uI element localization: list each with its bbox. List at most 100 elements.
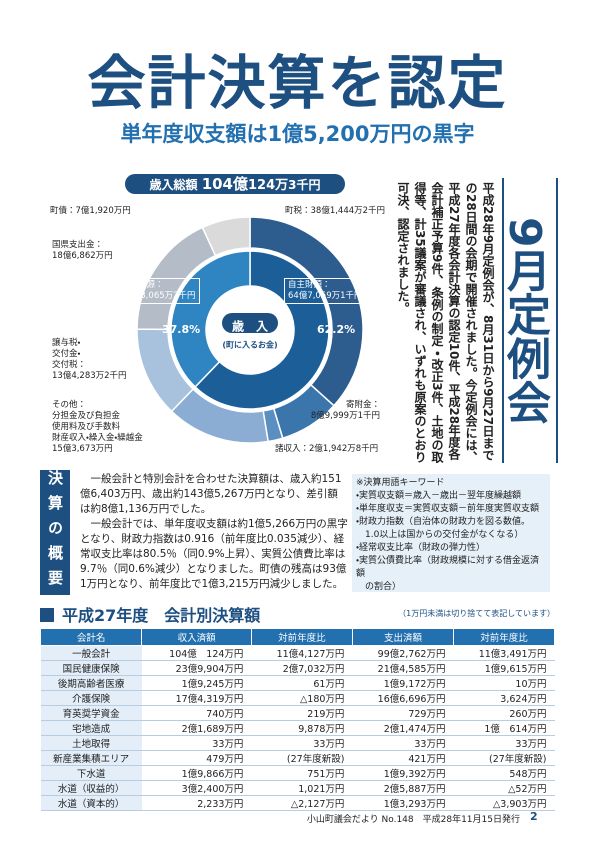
table-cell: 水道（収益的） bbox=[40, 780, 142, 796]
table-cell: 1億 614万円 bbox=[453, 720, 555, 736]
table-title-text: 平成27年度 会計別決算額 bbox=[62, 606, 261, 625]
table-note: （1万円未満は切り捨てて表記しています） bbox=[398, 609, 555, 618]
keyword-item: ・実質収支額＝歳入－歳出－翌年度繰越額 bbox=[356, 491, 522, 501]
session-body: 平成28年9月定例会が、8月31日から9月27日までの28日間の会期で開催されま… bbox=[396, 182, 495, 463]
table-cell: 1,021万円 bbox=[251, 780, 353, 796]
donut-segment bbox=[201, 216, 251, 257]
table-cell: 219万円 bbox=[251, 705, 353, 721]
table-cell: 土地取得 bbox=[40, 735, 142, 751]
table-cell: 33万円 bbox=[352, 735, 454, 751]
table-cell: 一般会計 bbox=[40, 645, 142, 661]
table-cell: 104億 124万円 bbox=[141, 645, 252, 661]
keyword-item: ・経常収支比率（財政の弾力性） bbox=[356, 543, 486, 553]
square-icon bbox=[40, 608, 54, 622]
total-part: 3千円 bbox=[288, 178, 321, 192]
table-row: 国民健康保険 23億9,904万円 2億7,032万円 21億4,585万円 1億9,6… bbox=[40, 660, 555, 676]
table-cell: 2億1,474万円 bbox=[352, 720, 454, 736]
table-cell: 2億1,689万円 bbox=[141, 720, 252, 736]
table-cell: (27年度新設) bbox=[453, 750, 555, 766]
table-cell: 548万円 bbox=[453, 765, 555, 781]
table-cell: 17億4,319万円 bbox=[141, 690, 252, 706]
table-cell: 10万円 bbox=[453, 675, 555, 691]
header-cell: 収入済額 bbox=[141, 628, 252, 646]
table-row: 水道（収益的） 3億2,400万円 1,021万円 2億5,887万円 △52万円 bbox=[40, 780, 555, 796]
segment-label: その他： 分担金及び負担金 使用料及び手数料 財産収入・繰入金・繰越金 15億3… bbox=[52, 400, 143, 454]
title: 会計決算を認定 bbox=[87, 49, 508, 117]
table-cell: 16億6,696万円 bbox=[352, 690, 454, 706]
table-cell: 2億5,887万円 bbox=[352, 780, 454, 796]
keyword-item: ・単年度収支＝実質収支額－前年度実質収支額 bbox=[356, 504, 540, 514]
table-cell: 3,624万円 bbox=[453, 690, 555, 706]
segment-label: 諸収入：2億1,942万8千円 bbox=[275, 444, 379, 454]
table-cell: 479万円 bbox=[141, 750, 252, 766]
table-cell: 下水道 bbox=[40, 765, 142, 781]
header-cell: 対前年度比 bbox=[452, 628, 556, 646]
table-cell: 421万円 bbox=[352, 750, 454, 766]
table-cell: △52万円 bbox=[453, 780, 555, 796]
keyword-title: ※決算用語キーワード bbox=[356, 478, 445, 488]
table-cell: 99億2,762万円 bbox=[352, 645, 454, 661]
summary-label: 決算の概要 bbox=[40, 470, 70, 595]
table-cell: 国民健康保険 bbox=[40, 660, 142, 676]
donut-segment bbox=[170, 250, 251, 388]
table-cell: △3,903万円 bbox=[453, 795, 555, 811]
table-cell: 33万円 bbox=[141, 735, 252, 751]
table-cell: 1億9,392万円 bbox=[352, 765, 454, 781]
paragraph: 一般会計では、単年度収支額は約1億5,266万円の黒字となり、財政力指数は0.9… bbox=[80, 518, 348, 590]
table-cell: 21億4,585万円 bbox=[352, 660, 454, 676]
donut-segment bbox=[194, 250, 330, 410]
table-row: 土地取得 33万円 33万円 33万円 33万円 bbox=[40, 735, 555, 751]
table: 会計名 収入済額 対前年度比 支出済額 対前年度比 一般会計 104億 124万円 11億4,… bbox=[39, 628, 556, 811]
table-row: 宅地造成 2億1,689万円 9,878万円 2億1,474万円 1億 614万円 bbox=[40, 720, 555, 736]
table-row: 水道（資本的） 2,233万円 △2,127万円 1億3,293万円 △3,903万円 bbox=[40, 795, 555, 811]
center-pill bbox=[222, 313, 278, 333]
table-row: 育英奨学資金 740万円 219万円 729万円 260万円 bbox=[40, 705, 555, 721]
table-cell: 2億7,032万円 bbox=[251, 660, 353, 676]
keyword-box: ※決算用語キーワード ・実質収支額＝歳入－歳出－翌年度繰越額・単年度収支＝実質収… bbox=[352, 474, 550, 592]
table-cell: 1億3,293万円 bbox=[352, 795, 454, 811]
value-label: 62.2% bbox=[317, 323, 356, 336]
table-cell: △2,127万円 bbox=[251, 795, 353, 811]
table-cell: 介護保険 bbox=[40, 690, 142, 706]
table-cell: 740万円 bbox=[141, 705, 252, 721]
segment-label: 国県支出金： 18億6,862万円 bbox=[52, 240, 113, 261]
table-cell: 新産業集積エリア bbox=[40, 750, 142, 766]
total-part: 104億 bbox=[201, 175, 248, 193]
paragraph: 一般会計と特別会計を合わせた決算額は、歳入約151億6,403万円、歳出約143… bbox=[80, 473, 342, 515]
segment-label: 譲与税・ 交付金・ 交付税： 13億4,283万2千円 bbox=[52, 338, 127, 381]
header-cell: 対前年度比 bbox=[250, 628, 353, 646]
page-number: 2 bbox=[530, 810, 538, 823]
table-row: 下水道 1億9,866万円 751万円 1億9,392万円 548万円 bbox=[40, 765, 555, 781]
footer: 小山町議会だより No.148 平成28年11月15日発行 bbox=[306, 815, 520, 825]
subtitle: 単年度収支額は1億5,200万円の黒字 bbox=[120, 122, 475, 146]
table-cell: 2,233万円 bbox=[141, 795, 252, 811]
header-cell: 支出済額 bbox=[351, 628, 454, 646]
table-cell: 宅地造成 bbox=[40, 720, 142, 736]
header-row: 会計名 収入済額 対前年度比 支出済額 対前年度比 bbox=[39, 628, 556, 646]
center-sub: (町に入るお金) bbox=[222, 340, 277, 350]
session-title: 9月定例会 bbox=[499, 178, 558, 463]
table-cell: 33万円 bbox=[453, 735, 555, 751]
table-cell: △180万円 bbox=[251, 690, 353, 706]
table-body: 一般会計 104億 124万円 11億4,127万円 99億2,762万円 11億3,4… bbox=[40, 645, 555, 811]
table-cell: 751万円 bbox=[251, 765, 353, 781]
table-cell: 11億4,127万円 bbox=[251, 645, 353, 661]
keyword-item: ・財政力指数（自治体の財政力を図る数値。 1.0以上は国からの交付金がなくなる） bbox=[356, 517, 531, 540]
table-cell: 1億9,866万円 bbox=[141, 765, 252, 781]
header-cell: 会計名 bbox=[39, 628, 143, 646]
table-cell: 23億9,904万円 bbox=[141, 660, 252, 676]
segment-label: 寄附金： 8億9,999万1千円 bbox=[310, 400, 380, 421]
segment-label: 町税：38億1,444万2千円 bbox=[285, 206, 386, 216]
table-cell: 61万円 bbox=[251, 675, 353, 691]
total-label: 歳入総額 bbox=[149, 178, 198, 192]
table-cell: 後期高齢者医療 bbox=[40, 675, 142, 691]
total-part: 124万 bbox=[248, 178, 289, 193]
segment-label: 依存財源： 39億3,065万2千円 bbox=[117, 278, 200, 304]
table-cell: 育英奨学資金 bbox=[40, 705, 142, 721]
keyword-item: ・実質公債費比率（財政規模に対する借金返済額 の割合） bbox=[356, 556, 540, 592]
center-label: 歳 入 bbox=[232, 319, 269, 334]
table-cell: 729万円 bbox=[352, 705, 454, 721]
table-title: 平成27年度 会計別決算額 bbox=[40, 602, 260, 626]
segment-label: 町債：7億1,920万円 bbox=[50, 206, 131, 216]
